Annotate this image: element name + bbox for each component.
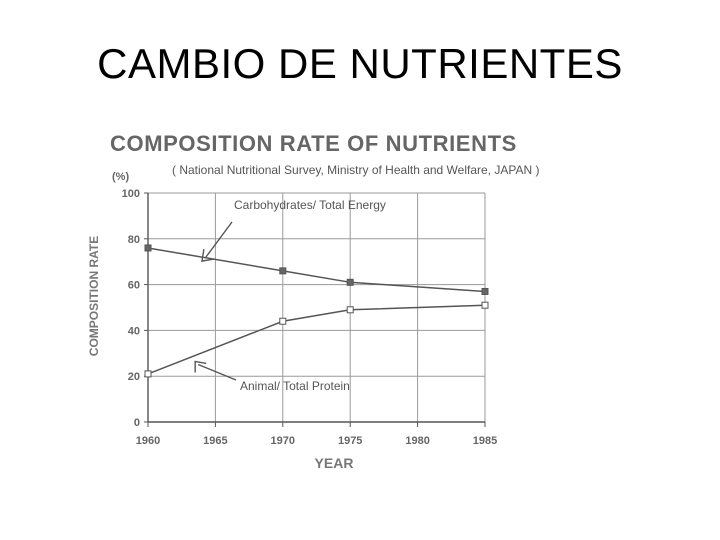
chart-subtitle: ( National Nutritional Survey, Ministry … [172, 163, 539, 177]
y-unit-label: (%) [112, 171, 129, 183]
x-tick-label: 1980 [405, 435, 429, 447]
series-group [144, 244, 489, 378]
data-point [346, 306, 354, 314]
x-tick-label: 1975 [338, 435, 362, 447]
axes [144, 192, 486, 427]
y-tick-label: 0 [134, 417, 140, 429]
chart-title: COMPOSITION RATE OF NUTRIENTS [110, 131, 517, 156]
y-axis-title: COMPOSITION RATE [87, 236, 101, 356]
series-line-1 [147, 247, 486, 293]
annotation-arrowhead [201, 249, 215, 262]
y-tick-label: 20 [128, 371, 140, 383]
annotation-arrow [205, 221, 233, 258]
series-line-2 [147, 304, 486, 375]
annotation-arrowhead [194, 360, 207, 373]
data-point [144, 370, 152, 378]
y-tick-label: 60 [128, 280, 140, 292]
annotation-arrow [197, 363, 237, 381]
y-tick-label: 40 [128, 325, 140, 337]
data-point [346, 278, 354, 286]
x-tick-label: 1960 [136, 435, 160, 447]
data-point [481, 301, 489, 309]
annotation-label: Animal/ Total Protein [240, 379, 350, 393]
annotation-label: Carbohydrates/ Total Energy [234, 198, 386, 212]
data-point [144, 244, 152, 252]
data-point [279, 317, 287, 325]
annotations: Carbohydrates/ Total Energy Animal/ Total… [194, 198, 386, 393]
x-tick-label: 1970 [271, 435, 295, 447]
slide-title: CAMBIO DE NUTRIENTES [97, 40, 623, 87]
data-point [481, 287, 489, 295]
y-tick-label: 100 [122, 188, 140, 200]
x-tick-label: 1965 [203, 435, 227, 447]
x-tick-label: 1985 [473, 435, 497, 447]
data-point [279, 267, 287, 275]
y-tick-label: 80 [128, 234, 140, 246]
tick-labels: 0 20 40 60 80 100 1960 1965 1970 1975 1980 1985 [122, 188, 498, 447]
x-axis-title: YEAR [315, 455, 354, 471]
